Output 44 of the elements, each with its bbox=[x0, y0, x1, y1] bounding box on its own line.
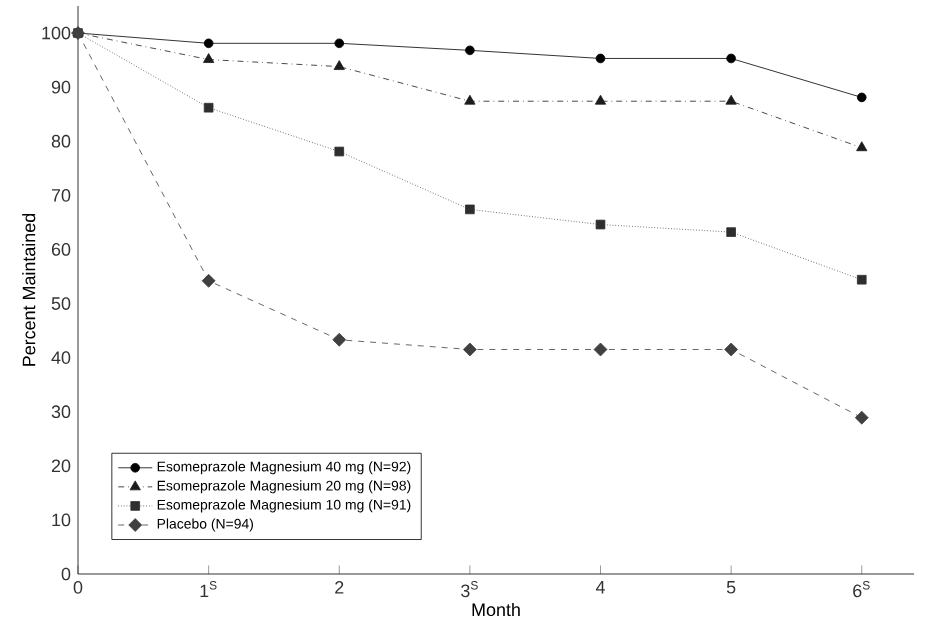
point bbox=[856, 92, 867, 103]
point bbox=[201, 273, 216, 288]
x-tick-label: 6$^{S}$ bbox=[853, 581, 870, 598]
y-tick-label: 60 bbox=[51, 243, 71, 256]
point bbox=[334, 146, 345, 157]
y-tick-label: 30 bbox=[51, 405, 71, 419]
y-tick-label: 10 bbox=[52, 513, 71, 527]
point bbox=[594, 94, 607, 105]
point bbox=[465, 204, 475, 215]
x-tick-label: 0 bbox=[73, 581, 83, 594]
x-tick-label: 1$^{S}$ bbox=[200, 581, 217, 597]
point bbox=[726, 227, 736, 237]
point bbox=[462, 342, 477, 357]
point bbox=[724, 342, 738, 357]
y-tick-label: 0 bbox=[61, 567, 71, 581]
point bbox=[333, 60, 345, 70]
point bbox=[465, 45, 475, 56]
y-tick-label: 70 bbox=[51, 188, 71, 202]
point bbox=[203, 38, 214, 49]
point bbox=[203, 53, 215, 63]
x-tick-label: 3$^{S}$ bbox=[461, 581, 478, 598]
y-tick-label: 80 bbox=[51, 134, 71, 148]
point bbox=[334, 38, 345, 49]
point bbox=[725, 94, 737, 105]
y-tick-label: 40 bbox=[51, 351, 71, 364]
point bbox=[595, 219, 606, 230]
point bbox=[854, 410, 869, 425]
x-tick-label: 2 bbox=[335, 581, 344, 594]
point bbox=[856, 274, 867, 285]
x-tick-label: 4 bbox=[595, 581, 605, 594]
y-tick-label: 90 bbox=[51, 80, 71, 94]
point bbox=[726, 53, 736, 64]
x-axis-title: Month bbox=[472, 602, 520, 617]
point bbox=[464, 94, 476, 105]
y-tick-label: 20 bbox=[51, 459, 71, 473]
y-axis-title: Percent Maintained bbox=[22, 213, 36, 366]
point bbox=[203, 102, 214, 113]
y-tick-label: 100 bbox=[42, 26, 71, 40]
point bbox=[332, 332, 347, 347]
point bbox=[593, 342, 608, 357]
y-tick-label: 50 bbox=[51, 297, 71, 310]
x-tick-label: 5 bbox=[726, 581, 736, 594]
point bbox=[595, 53, 606, 64]
point bbox=[856, 141, 868, 152]
